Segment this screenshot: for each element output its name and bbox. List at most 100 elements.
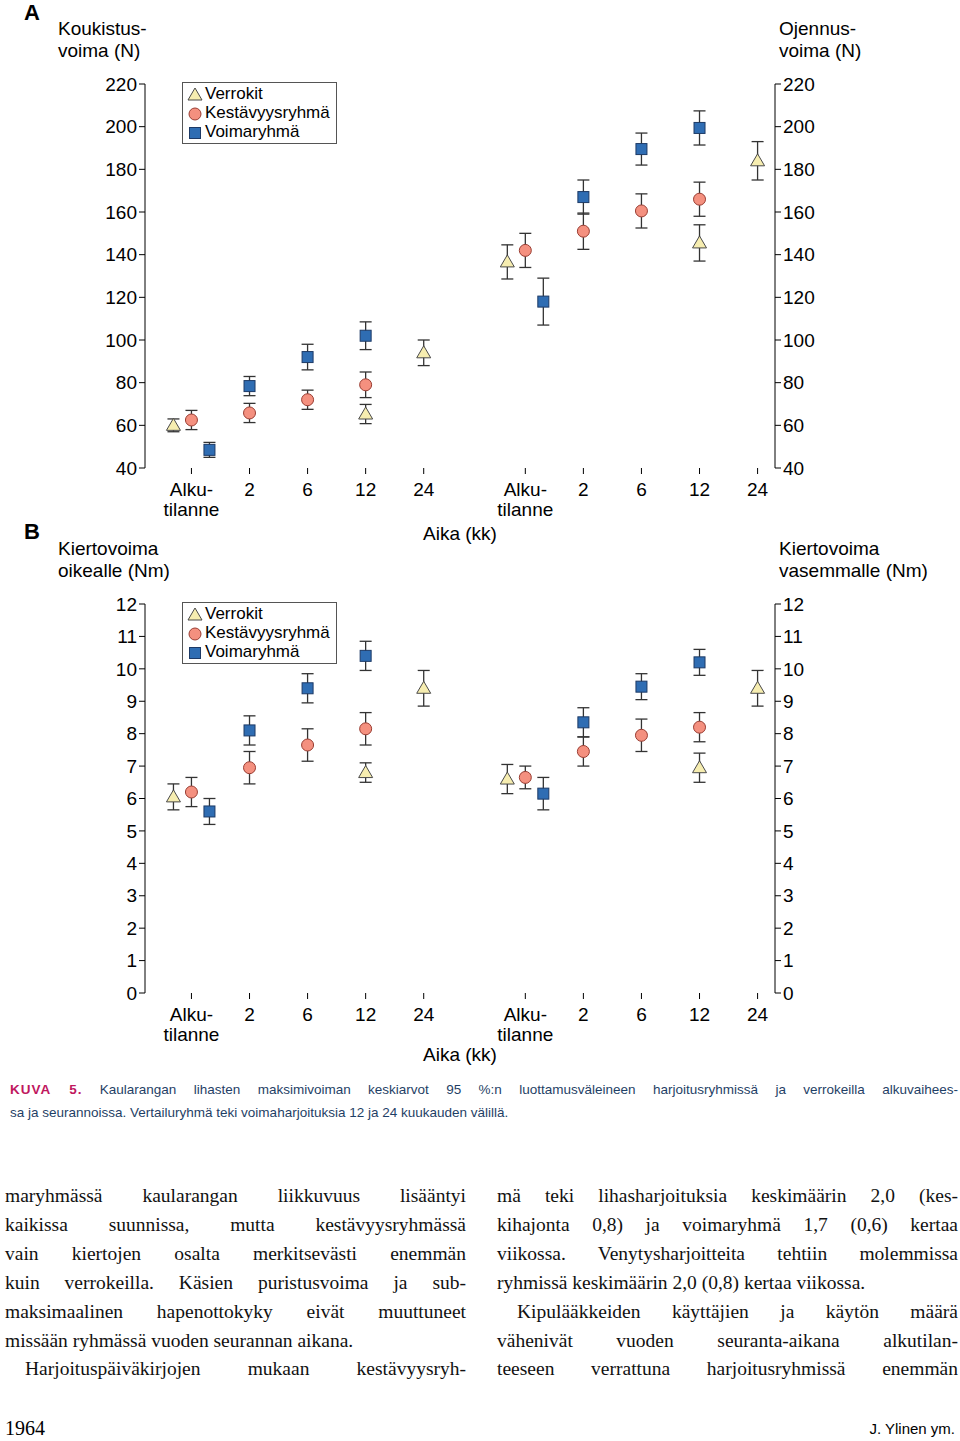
svg-text:40: 40 <box>783 458 804 479</box>
html-text:Aika (kk): Aika (kk) <box>423 523 497 544</box>
html-text:Kiertovoima: Kiertovoima <box>779 538 880 559</box>
svg-text:7: 7 <box>126 756 137 777</box>
html-text:vasemmalle (Nm): vasemmalle (Nm) <box>779 560 928 581</box>
svg-text:6: 6 <box>636 479 647 500</box>
html-text:maryhmässä kaularangan liikkuv: maryhmässä kaularangan liikkuvuus lisään… <box>5 1185 466 1206</box>
svg-text:8: 8 <box>783 723 794 744</box>
svg-text:80: 80 <box>116 372 137 393</box>
svg-text:6: 6 <box>636 1004 647 1025</box>
svg-text:24: 24 <box>747 1004 769 1025</box>
html-text:B: B <box>24 519 40 544</box>
svg-text:10: 10 <box>783 659 804 680</box>
html-text:teeseen verrattuna harjoitusry: teeseen verrattuna harjoitusryhmissä ene… <box>497 1358 958 1380</box>
svg-text:2: 2 <box>126 918 137 939</box>
html-text:mä teki lihasharjoituksia kesk: mä teki lihasharjoituksia keskimäärin 2,… <box>497 1185 958 1206</box>
svg-text:4: 4 <box>783 853 794 874</box>
svg-text:12: 12 <box>783 594 804 615</box>
html-text:J. Ylinen ym.: J. Ylinen ym. <box>869 1420 955 1437</box>
html-text:Aika (kk): Aika (kk) <box>423 1044 497 1065</box>
html-text:voima (N): voima (N) <box>58 40 141 61</box>
svg-text:100: 100 <box>105 330 137 351</box>
html-text:Voimaryhmä: Voimaryhmä <box>205 122 300 141</box>
svg-text:200: 200 <box>105 116 137 137</box>
html-text:Kiertovoima: Kiertovoima <box>58 538 159 559</box>
svg-text:160: 160 <box>105 202 137 223</box>
html-text:maksimaalinen hapenottokyky ei: maksimaalinen hapenottokyky eivät muuttu… <box>5 1300 466 1322</box>
html-text:Voimaryhmä: Voimaryhmä <box>205 642 300 661</box>
svg-text:6: 6 <box>783 788 794 809</box>
svg-text:6: 6 <box>302 1004 313 1025</box>
html-text:oikealle (Nm): oikealle (Nm) <box>58 560 170 581</box>
svg-text:2: 2 <box>578 479 589 500</box>
svg-text:2: 2 <box>783 918 794 939</box>
html-text:Kestävyysryhmä: Kestävyysryhmä <box>205 103 330 122</box>
svg-text:40: 40 <box>116 458 137 479</box>
svg-text:6: 6 <box>302 479 313 500</box>
html-text:viikossa. Venytysharjoitteita: viikossa. Venytysharjoitteita tehtiin mo… <box>497 1242 958 1264</box>
svg-text:220: 220 <box>783 74 815 95</box>
html-text:kihajonta 0,8) ja voimaryhmä 1: kihajonta 0,8) ja voimaryhmä 1,7 (0,6) k… <box>497 1213 958 1235</box>
svg-text:24: 24 <box>413 479 435 500</box>
svg-text:12: 12 <box>355 479 376 500</box>
svg-text:180: 180 <box>105 159 137 180</box>
svg-text:9: 9 <box>783 691 794 712</box>
svg-text:120: 120 <box>105 287 137 308</box>
svg-text:3: 3 <box>126 885 137 906</box>
html-text:vähenivät vuoden seuranta-aika: vähenivät vuoden seuranta-aikana alkutil… <box>497 1329 958 1351</box>
svg-text:10: 10 <box>116 659 137 680</box>
svg-text:12: 12 <box>355 1004 376 1025</box>
html-text:A: A <box>24 0 40 25</box>
svg-text:6: 6 <box>126 788 137 809</box>
svg-text:2: 2 <box>578 1004 589 1025</box>
svg-text:7: 7 <box>783 756 794 777</box>
svg-text:80: 80 <box>783 372 804 393</box>
svg-text:140: 140 <box>783 244 815 265</box>
svg-text:200: 200 <box>783 116 815 137</box>
svg-text:1: 1 <box>126 950 137 971</box>
svg-text:180: 180 <box>783 159 815 180</box>
svg-text:1: 1 <box>783 950 794 971</box>
html-text:voima (N): voima (N) <box>779 40 862 61</box>
svg-text:2: 2 <box>244 1004 255 1025</box>
svg-text:12: 12 <box>689 1004 710 1025</box>
html-text:Ojennus-: Ojennus- <box>779 18 857 39</box>
html-text:Kipulääkkeiden käyttäjien ja k: Kipulääkkeiden käyttäjien ja käytön määr… <box>517 1300 958 1322</box>
svg-text:9: 9 <box>126 691 137 712</box>
svg-text:8: 8 <box>126 723 137 744</box>
svg-text:160: 160 <box>783 202 815 223</box>
svg-text:Alku-tilanne: Alku-tilanne <box>163 1004 219 1045</box>
svg-text:0: 0 <box>126 983 137 1004</box>
svg-text:0: 0 <box>783 983 794 1004</box>
svg-text:24: 24 <box>413 1004 435 1025</box>
svg-text:Alku-tilanne: Alku-tilanne <box>497 1004 553 1045</box>
html-text:Harjoituspäiväkirjojen mukaan: Harjoituspäiväkirjojen mukaan kestävyysr… <box>25 1358 466 1380</box>
svg-text:5: 5 <box>783 821 794 842</box>
svg-text:100: 100 <box>783 330 815 351</box>
html-text:Kestävyysryhmä: Kestävyysryhmä <box>205 623 330 642</box>
html-text:Verrokit: Verrokit <box>205 604 263 623</box>
html-text:missään ryhmässä vuoden seuran: missään ryhmässä vuoden seurannan aikana… <box>5 1329 354 1351</box>
html-text:ryhmissä keskimäärin 2,0 (0,8): ryhmissä keskimäärin 2,0 (0,8) kertaa vi… <box>497 1271 866 1293</box>
svg-text:5: 5 <box>126 821 137 842</box>
svg-text:24: 24 <box>747 479 769 500</box>
svg-text:11: 11 <box>117 626 137 647</box>
html-text:vain kiertojen osalta merkitse: vain kiertojen osalta merkitsevästi enem… <box>5 1242 466 1264</box>
html-text:kuin verrokeilla. Käsien puris: kuin verrokeilla. Käsien puristusvoima j… <box>5 1271 466 1293</box>
svg-text:220: 220 <box>105 74 137 95</box>
svg-text:120: 120 <box>783 287 815 308</box>
svg-text:11: 11 <box>783 626 803 647</box>
svg-text:3: 3 <box>783 885 794 906</box>
html-text:Koukistus-: Koukistus- <box>58 18 147 39</box>
html-text:Verrokit: Verrokit <box>205 84 263 103</box>
svg-text:60: 60 <box>116 415 137 436</box>
svg-text:4: 4 <box>126 853 137 874</box>
svg-text:12: 12 <box>116 594 137 615</box>
svg-text:2: 2 <box>244 479 255 500</box>
html-text:1964: 1964 <box>5 1417 45 1439</box>
svg-text:Alku-tilanne: Alku-tilanne <box>497 479 553 520</box>
svg-text:12: 12 <box>689 479 710 500</box>
svg-text:140: 140 <box>105 244 137 265</box>
svg-text:Alku-tilanne: Alku-tilanne <box>163 479 219 520</box>
html-text:kaikissa suunnissa, mutta kest: kaikissa suunnissa, mutta kestävyysryhmä… <box>5 1213 466 1235</box>
svg-text:60: 60 <box>783 415 804 436</box>
